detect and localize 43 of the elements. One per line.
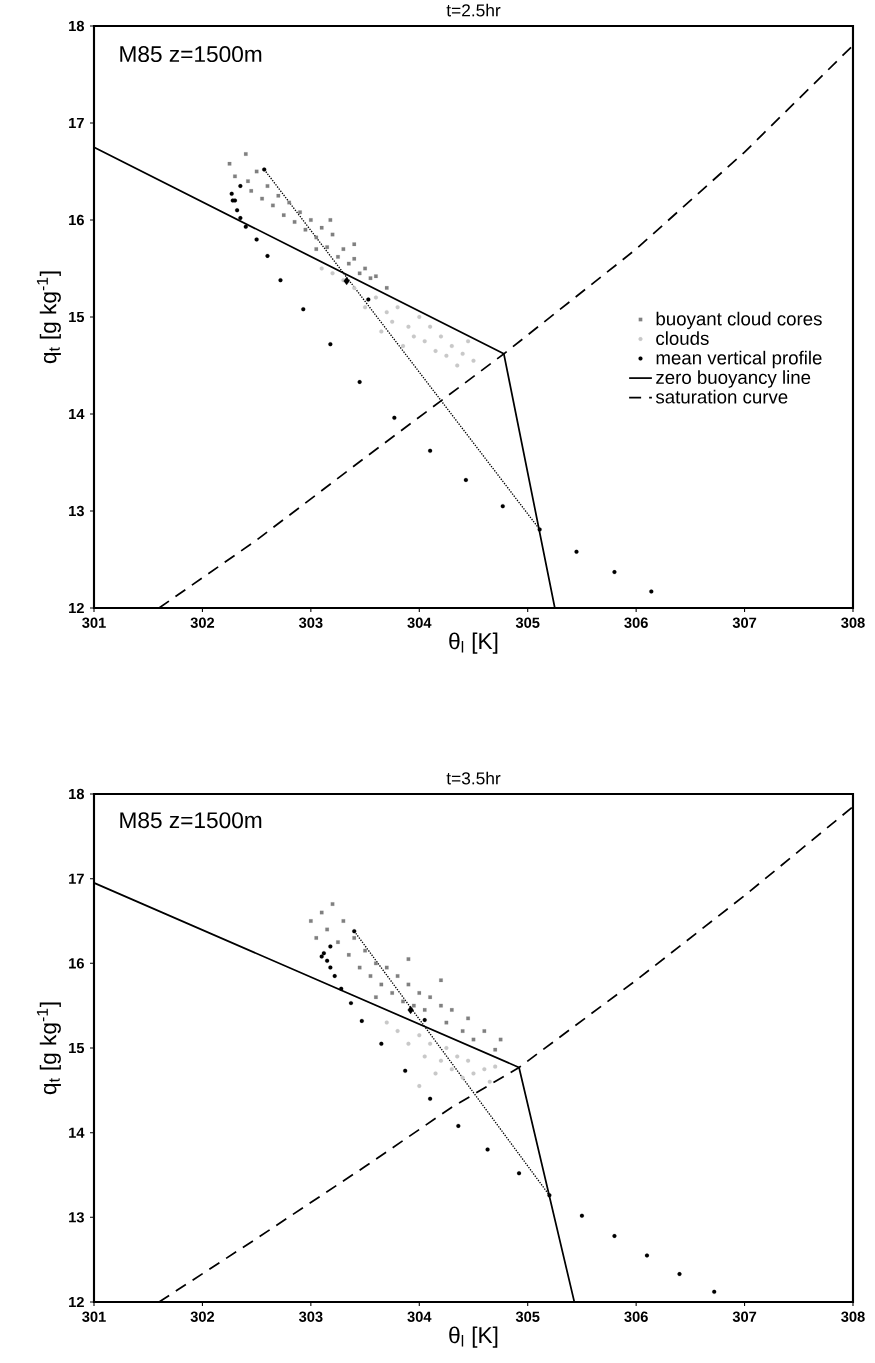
y-tick-label: 18 — [69, 788, 85, 800]
x-tick-label: 305 — [515, 617, 540, 628]
x-axis-title: θ$_{l}$ [K] — [449, 632, 498, 654]
x-tick-label: 308 — [841, 1311, 865, 1322]
legend-label: zero buoyancy line — [656, 370, 811, 388]
y-tick-label: 16 — [69, 214, 84, 226]
x-tick-label: 302 — [190, 617, 215, 628]
annotation: M85 z=1500m — [120, 46, 262, 63]
y-tick-label: 12 — [69, 1296, 84, 1308]
x-tick-label: 302 — [190, 1311, 215, 1322]
x-tick-label: 301 — [82, 617, 106, 628]
y-tick-label: 12 — [69, 602, 84, 614]
y-tick-label: 16 — [69, 958, 84, 969]
y-tick-label: 13 — [69, 505, 84, 517]
x-tick-label: 308 — [841, 617, 865, 628]
legend-label: clouds — [656, 331, 709, 345]
x-tick-label: 306 — [624, 617, 648, 628]
y-tick-label: 15 — [69, 311, 85, 323]
y-tick-label: 14 — [69, 408, 85, 420]
legend-label: mean vertical profile — [656, 350, 822, 369]
x-axis-title: θ$_{l}$ [K] — [449, 1326, 498, 1348]
y-tick-label: 14 — [69, 1127, 85, 1138]
legend-label: buoyant cloud cores — [656, 311, 822, 330]
x-tick-label: 306 — [624, 1311, 648, 1322]
y-axis-title: q$_{t}$ [g kg$^{-1}$] — [36, 271, 61, 364]
chart-title: t=3.5hr — [446, 771, 501, 785]
y-axis-title: q$_{t}$ [g kg$^{-1}$] — [36, 1002, 61, 1095]
x-tick-label: 301 — [82, 1311, 106, 1322]
x-tick-label: 304 — [407, 1311, 432, 1322]
y-tick-label: 17 — [69, 873, 84, 884]
x-tick-label: 307 — [732, 617, 757, 628]
y-tick-label: 17 — [69, 117, 84, 129]
y-tick-label: 15 — [69, 1042, 85, 1054]
annotation: M85 z=1500m — [120, 812, 262, 829]
x-tick-label: 303 — [298, 1311, 323, 1322]
x-tick-label: 305 — [515, 1311, 540, 1322]
y-tick-label: 18 — [69, 20, 85, 32]
legend-label: saturation curve — [655, 389, 788, 404]
x-tick-label: 307 — [732, 1311, 757, 1322]
x-tick-label: 304 — [407, 617, 432, 628]
chart-title: t=2.5hr — [446, 3, 501, 17]
x-tick-label: 303 — [298, 617, 323, 628]
y-tick-label: 13 — [69, 1212, 84, 1223]
